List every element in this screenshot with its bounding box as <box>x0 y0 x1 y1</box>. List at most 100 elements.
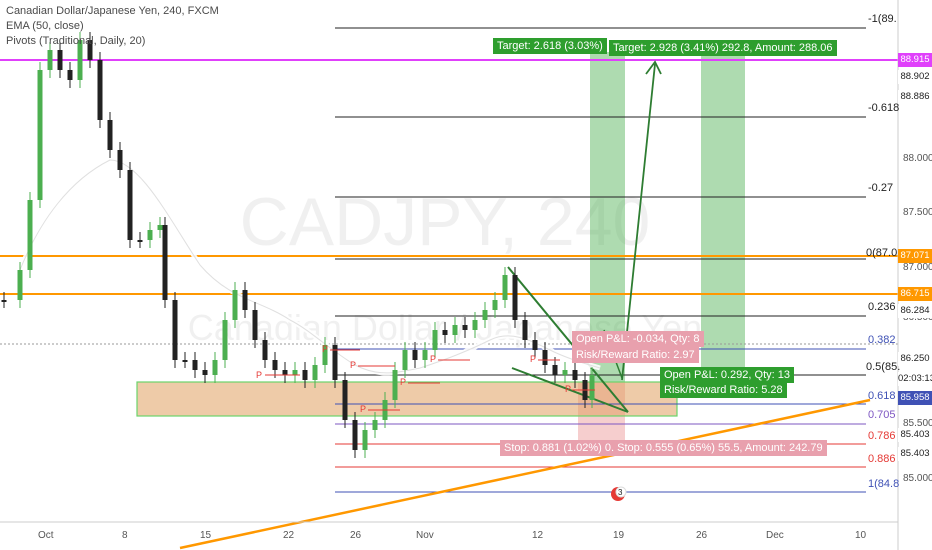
y-label: 87.500 <box>903 207 932 218</box>
candle-body <box>523 320 528 340</box>
svg-text:P: P <box>430 354 436 364</box>
fib-label: 0.618 <box>868 390 896 402</box>
fib-label: 0.5(85. <box>866 361 900 373</box>
y-label: 85.000 <box>903 473 932 484</box>
open-pnl-label-2[interactable]: Open P&L: 0.292, Qty: 13 <box>660 367 794 383</box>
candle-body <box>343 380 348 420</box>
svg-text:P: P <box>360 404 366 414</box>
x-label: 26 <box>696 530 708 541</box>
price-tag: 88.902 <box>898 70 932 84</box>
price-tag-orange-2: 86.715 <box>898 287 932 301</box>
candle-body <box>48 50 53 70</box>
fib-label: 0.236 <box>868 301 896 313</box>
candle-body <box>203 370 208 375</box>
candle-body <box>303 370 308 380</box>
candle-body <box>118 150 123 170</box>
candle-body <box>128 170 133 240</box>
chart-legend: Canadian Dollar/Japanese Yen, 240, FXCM … <box>6 4 219 49</box>
candle-body <box>243 290 248 310</box>
risk-reward-label-1[interactable]: Risk/Reward Ratio: 2.97 <box>572 347 699 363</box>
candle-body <box>2 300 7 302</box>
fib-label: -1(89. <box>868 13 897 25</box>
candle-body <box>503 275 508 300</box>
target-label-2[interactable]: Target: 2.928 (3.41%) 292.8, Amount: 288… <box>609 40 837 56</box>
x-label: 15 <box>200 530 212 541</box>
target-zone-2 <box>701 52 745 382</box>
candle-body <box>453 325 458 335</box>
x-label: Oct <box>38 530 54 541</box>
legend-pivots[interactable]: Pivots (Traditional, Daily, 20) <box>6 34 219 49</box>
candle-body <box>213 360 218 375</box>
candle-body <box>403 350 408 370</box>
candle-body <box>313 365 318 380</box>
orange-trendline[interactable] <box>180 400 870 548</box>
candle-body <box>173 300 178 360</box>
price-tag-red: 85.403 <box>898 428 932 442</box>
event-badge-count: 3 <box>618 488 623 497</box>
candle-body <box>553 365 558 375</box>
x-label: 8 <box>122 530 128 541</box>
target-label-1[interactable]: Target: 2.618 (3.03%) <box>493 38 607 54</box>
svg-text:P: P <box>350 360 356 370</box>
candle-body <box>293 370 298 375</box>
fib-label: 1(84.8 <box>868 478 899 490</box>
x-label: 10 <box>855 530 867 541</box>
fib-label: 0.786 <box>868 430 896 442</box>
candle-body <box>193 360 198 370</box>
candle-body <box>108 120 113 150</box>
svg-text:P: P <box>530 354 536 364</box>
candle-body <box>573 370 578 380</box>
candle-body <box>18 270 23 300</box>
fib-label: 0(87.0 <box>866 247 897 259</box>
price-tag-magenta: 88.915 <box>898 53 932 67</box>
candle-body <box>483 310 488 320</box>
price-tag: 86.284 <box>898 304 932 318</box>
candle-body <box>283 370 288 375</box>
x-label: 22 <box>283 530 295 541</box>
candle-body <box>68 70 73 80</box>
candle-body <box>58 50 63 70</box>
candle-body <box>353 420 358 450</box>
candle-body <box>148 230 153 240</box>
candle-body <box>183 360 188 362</box>
x-label: Dec <box>766 530 784 541</box>
candle-body <box>393 370 398 400</box>
fib-label: 0.705 <box>868 409 896 421</box>
candle-body <box>38 70 43 200</box>
open-pnl-label-1[interactable]: Open P&L: -0.034, Qty: 8 <box>572 331 704 347</box>
svg-text:P: P <box>565 384 571 394</box>
candle-body <box>233 290 238 320</box>
candle-body <box>273 360 278 370</box>
x-label: 26 <box>350 530 362 541</box>
legend-ema[interactable]: EMA (50, close) <box>6 19 219 34</box>
fib-label: -0.618 <box>868 102 899 114</box>
fib-label: 0.382 <box>868 334 896 346</box>
candle-body <box>413 350 418 360</box>
x-label: 19 <box>613 530 625 541</box>
price-tag: 86.250 <box>898 352 932 366</box>
svg-text:P: P <box>322 344 328 354</box>
legend-title[interactable]: Canadian Dollar/Japanese Yen, 240, FXCM <box>6 4 219 19</box>
candle-body <box>493 300 498 310</box>
candle-body <box>253 310 258 340</box>
candle-body <box>138 240 143 242</box>
candle-body <box>590 375 595 400</box>
candle-body <box>423 350 428 360</box>
candle-body <box>433 330 438 350</box>
candle-body <box>543 350 548 365</box>
candle-body <box>98 60 103 120</box>
stop-label[interactable]: Stop: 0.881 (1.02%) 0. Stop: 0.555 (0.65… <box>500 440 827 456</box>
candle-body <box>163 225 168 300</box>
y-label: 87.000 <box>903 262 932 273</box>
risk-reward-label-2[interactable]: Risk/Reward Ratio: 5.28 <box>660 382 787 398</box>
price-tag-red: 85.403 <box>898 447 932 461</box>
x-axis-labels: Oct 8 15 22 26 Nov 12 19 26 Dec 10 <box>38 530 867 541</box>
svg-text:P: P <box>400 377 406 387</box>
fib-label: -0.27 <box>868 182 893 194</box>
x-label: Nov <box>416 530 434 541</box>
candle-body <box>223 320 228 360</box>
watermark-symbol: CADJPY, 240 <box>240 184 651 260</box>
candle-body <box>473 320 478 330</box>
y-label: 88.000 <box>903 153 932 164</box>
